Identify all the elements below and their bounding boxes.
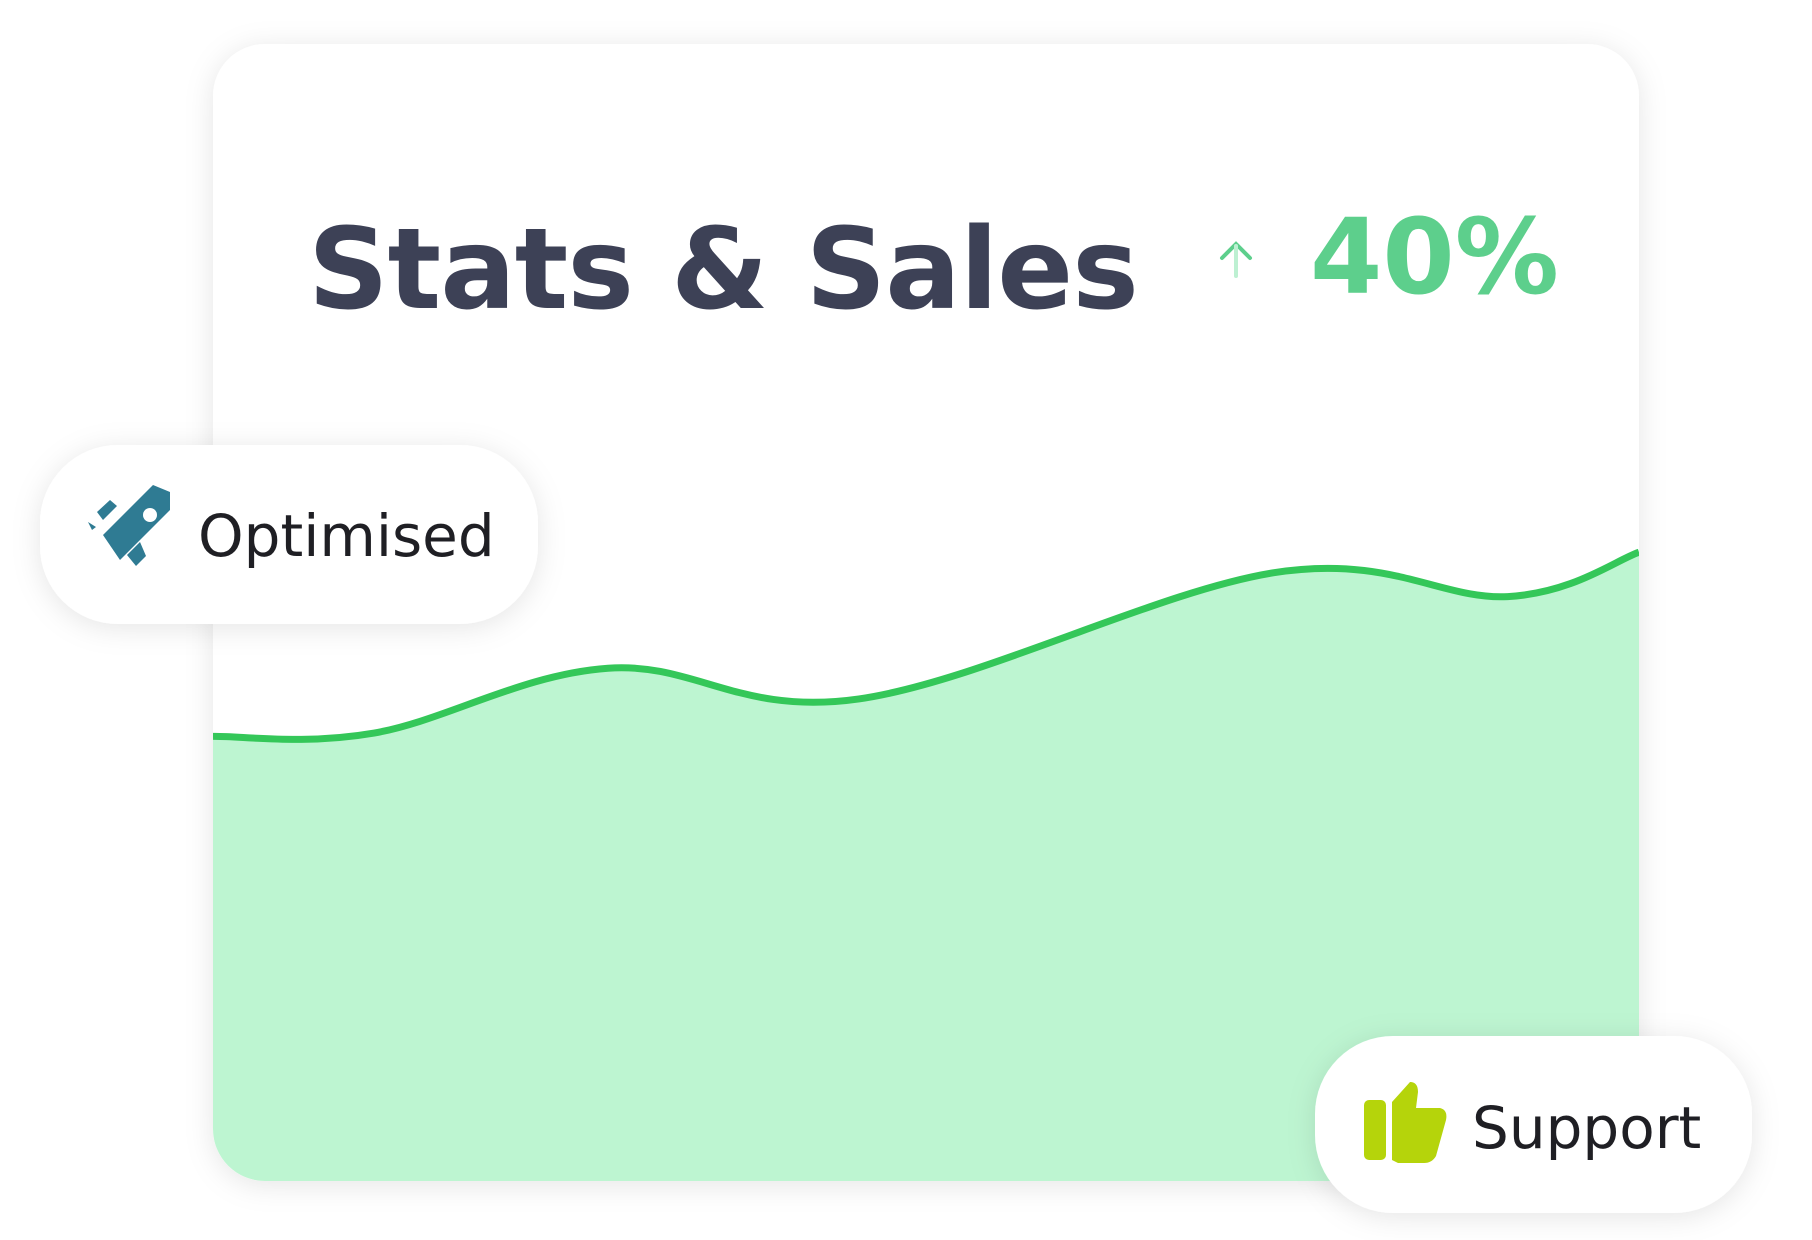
badge-label: Support (1472, 1094, 1701, 1162)
badge: Support (1315, 1036, 1752, 1213)
area-fill (213, 552, 1639, 1181)
up-arrow (1220, 241, 1252, 278)
badge: Optimised (40, 445, 538, 624)
area-line (213, 548, 1639, 743)
plot (213, 548, 1639, 1181)
badge-label: Optimised (198, 502, 495, 570)
change-value: 40% (1310, 196, 1559, 318)
thumb-icon (1364, 1082, 1447, 1163)
rocket-icon (88, 485, 170, 566)
card-title: Stats & Sales (308, 205, 1138, 335)
